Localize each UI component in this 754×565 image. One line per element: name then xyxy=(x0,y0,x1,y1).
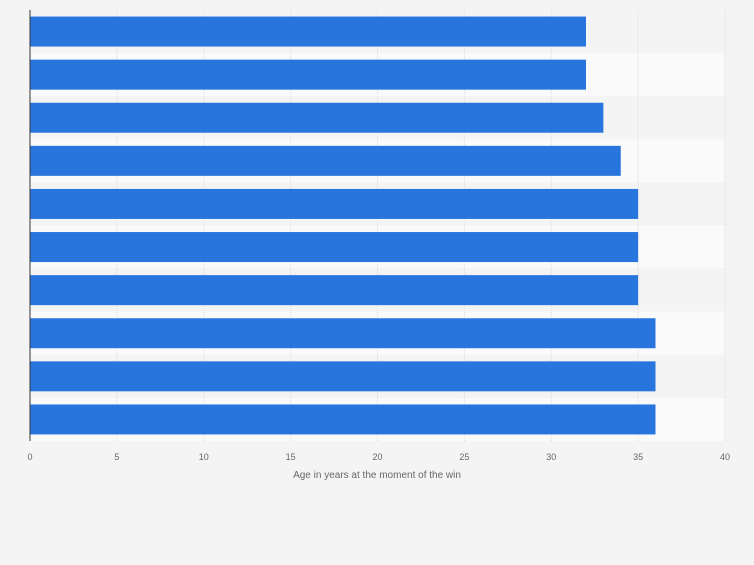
bar[interactable] xyxy=(30,16,586,47)
bar[interactable] xyxy=(30,404,656,435)
bar[interactable] xyxy=(30,232,639,263)
bar[interactable] xyxy=(30,145,621,176)
x-tick-label: 35 xyxy=(633,452,643,462)
bar[interactable] xyxy=(30,102,604,133)
x-tick-label: 5 xyxy=(114,452,119,462)
bar[interactable] xyxy=(30,59,586,90)
bar[interactable] xyxy=(30,361,656,392)
x-tick-label: 15 xyxy=(286,452,296,462)
x-axis-ticks: 0 5 10 15 20 25 30 35 40 xyxy=(27,452,730,462)
bar[interactable] xyxy=(30,318,656,349)
x-tick-label: 0 xyxy=(27,452,32,462)
x-tick-label: 10 xyxy=(199,452,209,462)
x-tick-label: 30 xyxy=(546,452,556,462)
bars xyxy=(30,16,656,435)
bar[interactable] xyxy=(30,188,639,219)
x-tick-label: 20 xyxy=(372,452,382,462)
x-tick-label: 40 xyxy=(720,452,730,462)
x-axis-label: Age in years at the moment of the win xyxy=(293,470,461,481)
x-tick-label: 25 xyxy=(459,452,469,462)
bar[interactable] xyxy=(30,275,639,306)
